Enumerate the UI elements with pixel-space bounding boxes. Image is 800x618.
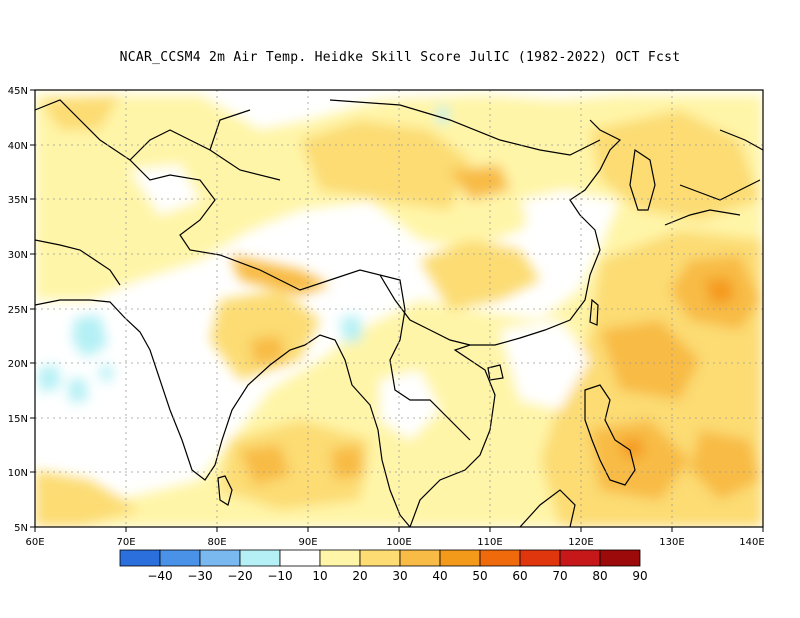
lat-label: 45N <box>8 86 28 97</box>
colorbar-label: 80 <box>592 569 607 583</box>
colorbar-swatch <box>239 549 281 567</box>
lat-label: 25N <box>8 305 28 316</box>
colorbar-swatch <box>479 549 521 567</box>
colorbar-swatch <box>359 549 401 567</box>
lon-label: 110E <box>477 537 502 548</box>
colorbar-label: −20 <box>227 569 252 583</box>
colorbar-swatch <box>519 549 561 567</box>
colorbar-swatch <box>399 549 441 567</box>
colorbar-swatch <box>319 549 361 567</box>
lon-label: 70E <box>116 537 135 548</box>
colorbar-label: 70 <box>552 569 567 583</box>
colorbar-label: 60 <box>512 569 527 583</box>
lon-label: 90E <box>298 537 317 548</box>
lat-label: 15N <box>8 414 28 425</box>
colorbar-swatch <box>279 549 321 567</box>
colorbar-label: −10 <box>267 569 292 583</box>
lat-label: 40N <box>8 141 28 152</box>
lon-label: 100E <box>386 537 411 548</box>
coastlines <box>35 99 763 527</box>
colorbar-swatch <box>439 549 481 567</box>
axis-ticks <box>30 89 764 532</box>
lon-label: 80E <box>207 537 226 548</box>
lat-labels: 45N 40N 35N 30N 25N 20N 15N 10N 5N <box>8 86 28 534</box>
colorbar-label: −40 <box>147 569 172 583</box>
colorbar-swatch <box>159 549 201 567</box>
colorbar-label: −30 <box>187 569 212 583</box>
chart-title: NCAR_CCSM4 2m Air Temp. Heidke Skill Sco… <box>119 50 681 65</box>
lon-label: 60E <box>25 537 44 548</box>
colorbar-label: 20 <box>352 569 367 583</box>
lat-label: 35N <box>8 195 28 206</box>
colorbar-label: 40 <box>432 569 447 583</box>
lat-label: 30N <box>8 250 28 261</box>
colorbar-swatch <box>119 549 161 567</box>
lat-label: 20N <box>8 359 28 370</box>
lon-label: 140E <box>739 537 764 548</box>
colorbar-label: 90 <box>632 569 647 583</box>
lon-label: 130E <box>659 537 684 548</box>
grid-lines <box>35 90 763 527</box>
skill-field <box>35 90 763 527</box>
colorbar-label: 10 <box>312 569 327 583</box>
colorbar-label: 30 <box>392 569 407 583</box>
colorbar-label: 50 <box>472 569 487 583</box>
lon-labels: 60E 70E 80E 90E 100E 110E 120E 130E 140E <box>25 537 764 548</box>
colorbar: −40 −30 −20 −10 10 20 30 40 50 60 70 80 90 <box>119 549 648 583</box>
colorbar-swatch <box>559 549 601 567</box>
lon-label: 120E <box>568 537 593 548</box>
lat-label: 5N <box>14 523 28 534</box>
lat-label: 10N <box>8 468 28 479</box>
colorbar-swatch <box>599 549 641 567</box>
colorbar-swatch <box>199 549 241 567</box>
